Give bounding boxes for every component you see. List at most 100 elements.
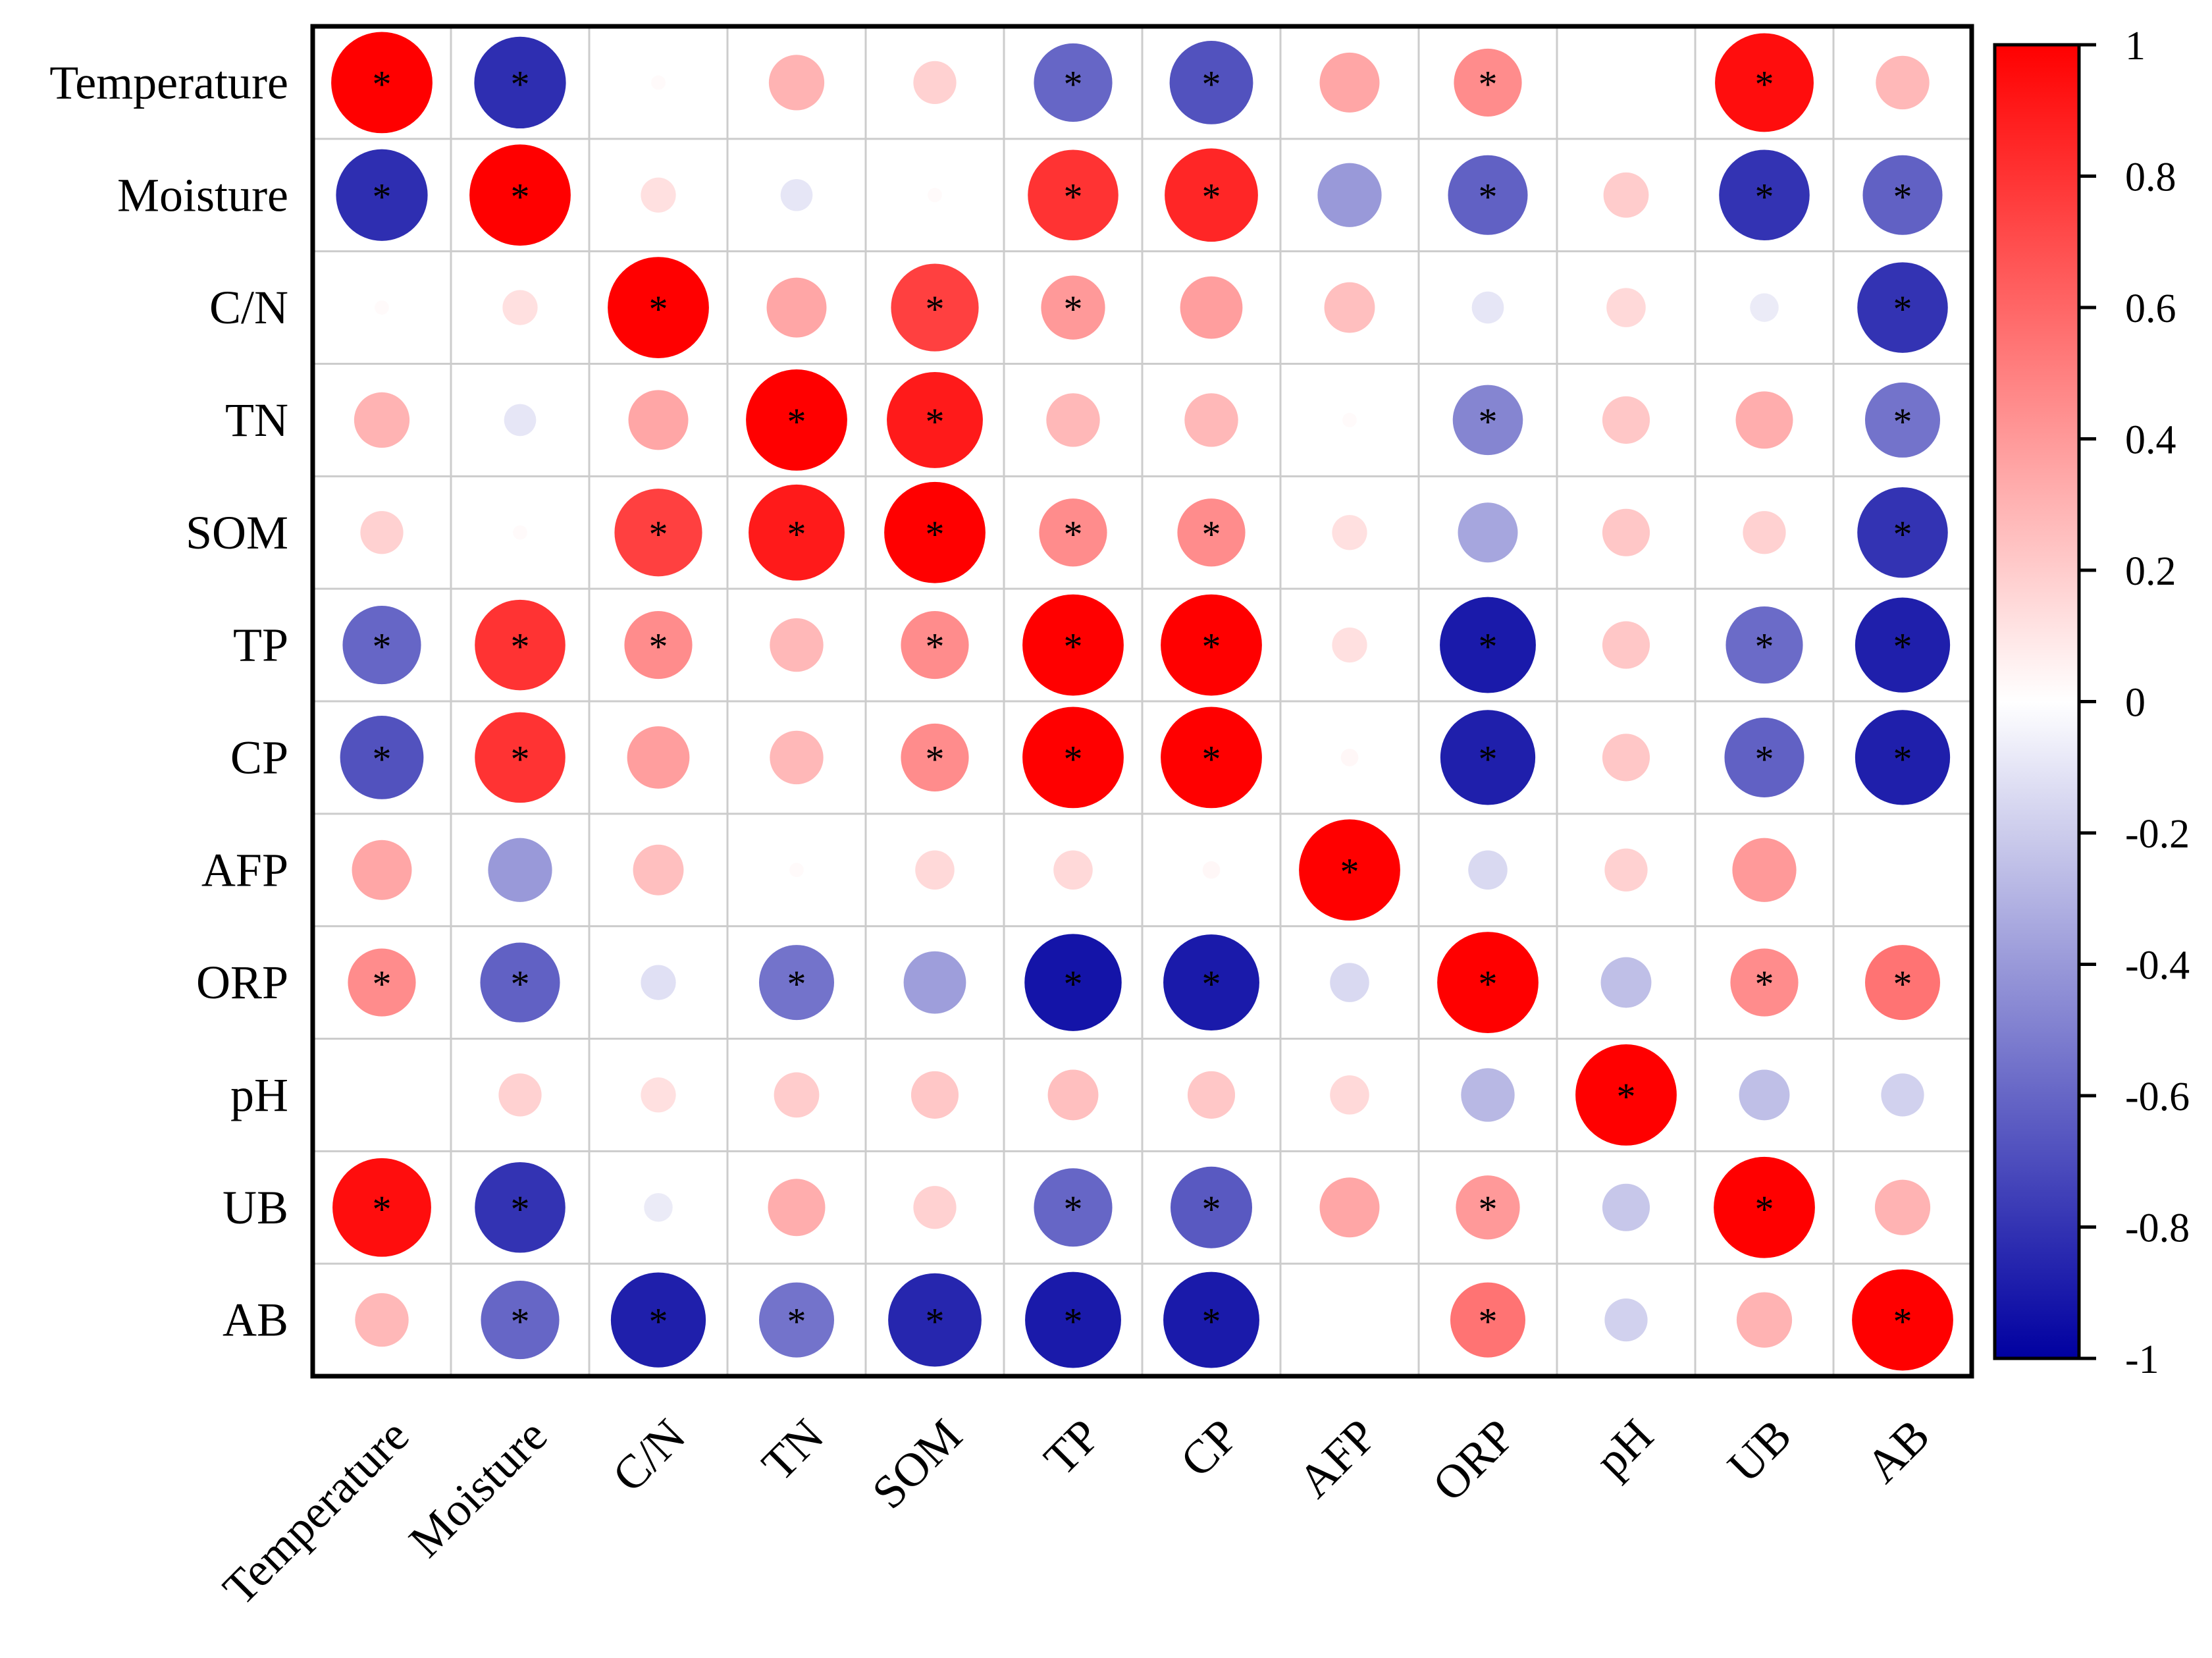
significance-marker: * (1479, 1188, 1498, 1231)
row-label: AB (223, 1294, 288, 1347)
correlation-circle-tp-orp (1440, 597, 1536, 693)
significance-marker: * (511, 626, 530, 668)
correlation-circle-cn-tp (1041, 275, 1105, 340)
row-label: CP (230, 731, 288, 784)
row-label: pH (230, 1069, 288, 1121)
correlation-circle-tn-ab (1864, 382, 1941, 458)
correlation-circle-temperature-cn (651, 75, 666, 90)
significance-marker: * (787, 400, 806, 443)
significance-marker: * (926, 288, 945, 331)
correlation-circle-cp-cp (1161, 707, 1262, 809)
correlation-circle-orp-ub (1730, 948, 1799, 1017)
correlation-circle-ph-ph (1575, 1044, 1677, 1146)
correlation-circle-afp-tp (1053, 850, 1093, 890)
correlation-circle-ab-cp (1163, 1271, 1259, 1368)
correlation-circle-afp-ub (1732, 838, 1797, 902)
correlation-circle-orp-moisture (480, 942, 560, 1023)
correlation-circle-temperature-tn (768, 55, 825, 111)
correlation-circle-ph-moisture (498, 1073, 542, 1117)
correlation-circle-afp-moisture (488, 838, 552, 902)
colorbar-tick-label: -0.8 (2125, 1206, 2190, 1251)
correlation-circle-som-cp (1177, 498, 1246, 567)
significance-marker: * (1064, 737, 1083, 780)
correlation-circle-temperature-ab (1876, 55, 1930, 110)
significance-marker: * (1479, 63, 1498, 105)
significance-marker: * (926, 400, 945, 443)
significance-marker: * (373, 1188, 392, 1231)
correlation-circle-ph-tn (774, 1072, 820, 1118)
correlation-circle-orp-ph (1600, 957, 1652, 1008)
correlation-circle-ph-orp (1461, 1068, 1515, 1122)
significance-marker: * (373, 963, 392, 1005)
correlation-circle-ub-som (913, 1186, 957, 1229)
correlation-circle-temperature-moisture (474, 36, 566, 129)
correlation-circle-cn-cp (1180, 276, 1243, 339)
colorbar-tick-label: 0.2 (2125, 549, 2176, 594)
correlation-circle-tp-tn (770, 618, 824, 672)
significance-marker: * (1893, 175, 1912, 218)
significance-marker: * (373, 626, 392, 668)
significance-marker: * (1202, 737, 1221, 780)
column-label: CP (1170, 1409, 1248, 1487)
colorbar-tick-label: 0.6 (2125, 286, 2176, 331)
column-label: TP (1034, 1409, 1110, 1485)
correlation-circle-moisture-temperature (336, 149, 428, 241)
correlation-circle-moisture-tn (780, 178, 813, 211)
correlation-circle-ph-cp (1187, 1071, 1236, 1119)
correlation-circle-moisture-tp (1028, 149, 1119, 241)
significance-marker: * (1893, 737, 1912, 780)
correlation-circle-ph-ub (1739, 1069, 1790, 1121)
correlation-circle-tn-orp (1452, 385, 1523, 456)
colorbar-tick-label: 0.8 (2125, 155, 2176, 200)
correlation-circle-cn-tn (766, 277, 827, 338)
significance-marker: * (1479, 737, 1498, 780)
correlation-circle-moisture-cp (1165, 148, 1258, 242)
significance-marker: * (1202, 513, 1221, 556)
significance-marker: * (787, 513, 806, 556)
column-label: Moisture (399, 1409, 557, 1567)
correlation-circle-tn-ub (1735, 391, 1793, 449)
colorbar-tick-label: -0.2 (2125, 812, 2190, 857)
significance-marker: * (511, 175, 530, 218)
correlation-circle-tp-afp (1332, 627, 1367, 663)
correlation-circle-temperature-temperature (331, 32, 433, 134)
significance-marker: * (649, 288, 668, 331)
column-label: Temperature (213, 1409, 419, 1615)
colorbar-tick-label: -0.6 (2125, 1075, 2190, 1119)
correlation-circle-ub-afp (1319, 1177, 1380, 1238)
colorbar-tick-label: 1 (2125, 24, 2146, 68)
plot-border (310, 24, 1974, 1379)
significance-marker: * (1617, 1075, 1636, 1118)
correlation-circle-ab-ph (1604, 1298, 1648, 1342)
correlation-circle-cp-orp (1440, 710, 1536, 805)
correlation-circle-afp-ph (1604, 848, 1648, 892)
correlation-circle-ab-tn (758, 1282, 835, 1358)
significance-marker: * (1202, 175, 1221, 218)
correlation-circle-orp-ab (1864, 945, 1941, 1021)
significance-marker: * (1064, 1300, 1083, 1343)
significance-marker: * (1479, 626, 1498, 668)
correlation-circle-som-afp (1332, 515, 1367, 550)
correlation-circle-temperature-cp (1169, 41, 1253, 124)
correlation-circle-ab-moisture (481, 1281, 560, 1360)
column-label: AB (1856, 1409, 1939, 1493)
correlation-circle-ub-tn (768, 1179, 826, 1237)
correlation-circle-temperature-afp (1319, 52, 1380, 113)
correlation-circle-tp-moisture (475, 599, 566, 691)
correlation-circle-orp-cp (1163, 934, 1259, 1031)
colorbar-tick-label: 0 (2125, 681, 2146, 726)
significance-marker: * (373, 175, 392, 218)
row-label: SOM (186, 506, 288, 559)
significance-marker: * (1893, 288, 1912, 331)
correlation-circle-ub-moisture (475, 1162, 566, 1253)
significance-marker: * (373, 63, 392, 105)
correlation-circle-cn-afp (1324, 282, 1375, 333)
significance-marker: * (1064, 513, 1083, 556)
row-label: C/N (209, 281, 288, 334)
correlation-circle-tn-temperature (354, 392, 410, 448)
correlation-circle-moisture-ab (1862, 155, 1943, 235)
correlation-circle-som-ab (1857, 487, 1948, 578)
significance-marker: * (1202, 1300, 1221, 1343)
correlation-circle-orp-afp (1330, 963, 1369, 1002)
